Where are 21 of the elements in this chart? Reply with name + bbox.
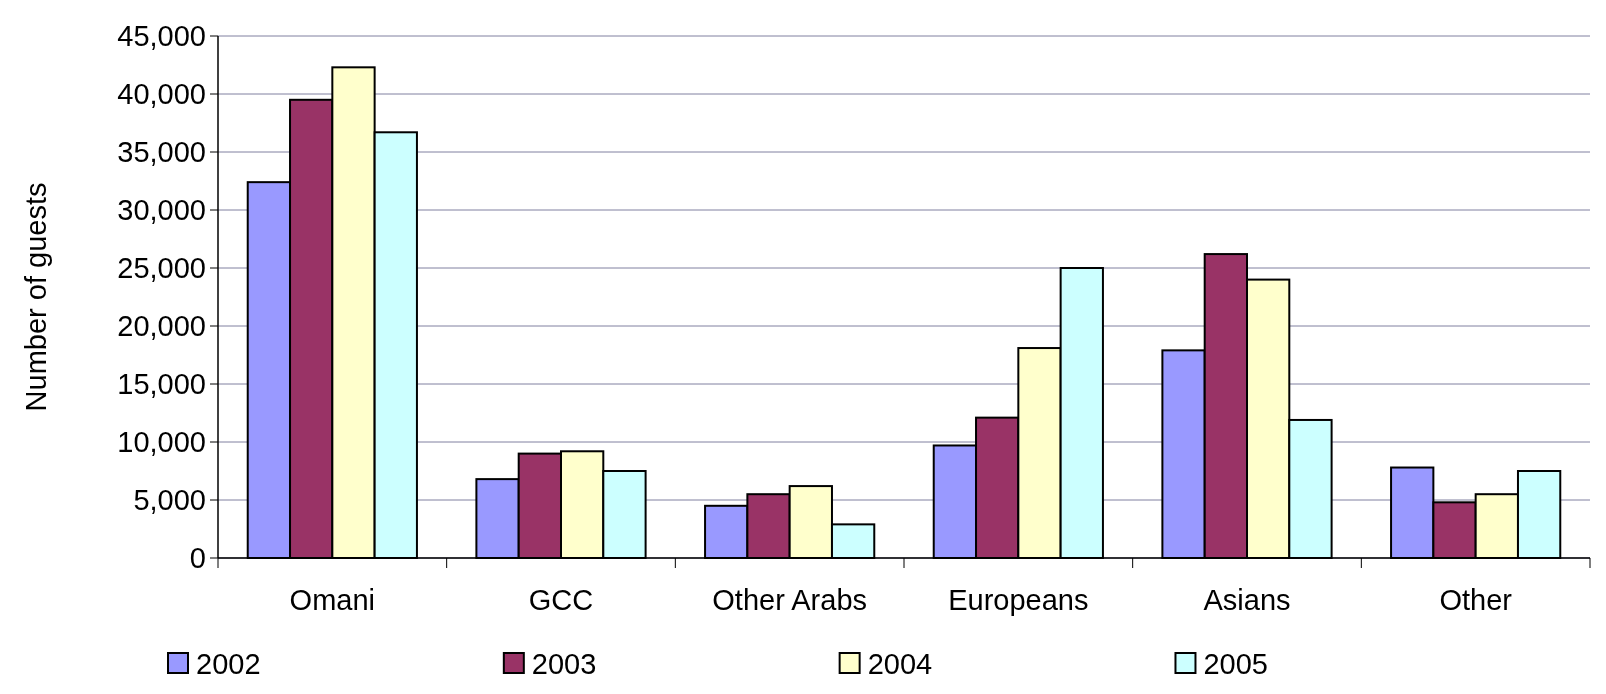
x-tick-label: Omani [289, 584, 376, 616]
y-tick-label: 20,000 [117, 310, 206, 343]
y-tick-label: 30,000 [117, 194, 206, 227]
y-tick-label: 15,000 [117, 368, 206, 401]
y-tick-label: 35,000 [117, 136, 206, 169]
x-tick-label: Other Arabs [712, 584, 868, 616]
x-tick-label: GCC [528, 584, 594, 616]
y-tick-label: 40,000 [117, 78, 206, 111]
y-tick-label: 5,000 [133, 484, 206, 517]
legend-label: 2002 [196, 648, 261, 681]
legend-label: 2003 [531, 648, 597, 681]
x-tick-label: Europeans [948, 584, 1089, 616]
x-tick-label: Asians [1203, 584, 1291, 616]
x-tick-label: Other [1439, 584, 1513, 616]
y-tick-label: 10,000 [117, 426, 206, 459]
legend-label: 2005 [1203, 648, 1268, 681]
legend-label: 2004 [867, 648, 933, 681]
y-tick-label: 0 [189, 542, 206, 575]
y-tick-label: 25,000 [117, 252, 206, 285]
y-axis-title: Number of guests [20, 182, 52, 412]
y-tick-label: 45,000 [117, 20, 206, 53]
